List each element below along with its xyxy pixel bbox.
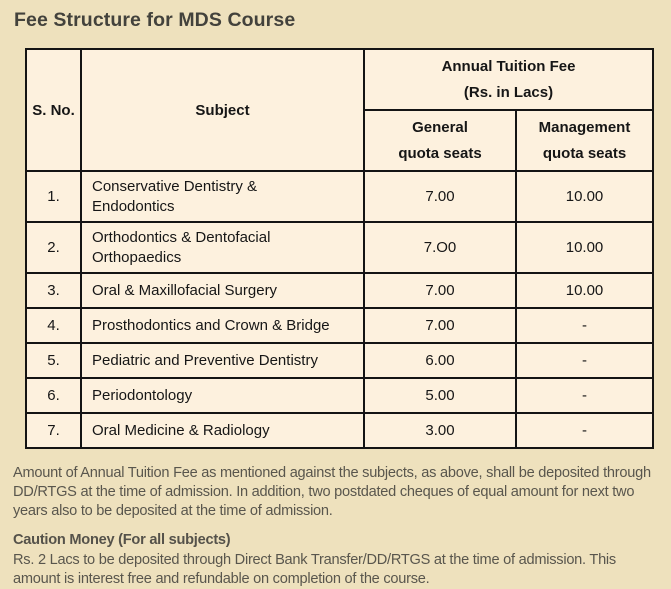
cell-sno: 6. [25,377,82,414]
cell-sno: 4. [25,307,82,344]
cell-sno: 7. [25,412,82,449]
page-title: Fee Structure for MDS Course [14,9,296,31]
caution-money-note: Rs. 2 Lacs to be deposited through Direc… [13,551,616,587]
tuition-fee-note: Amount of Annual Tuition Fee as mentione… [13,465,651,519]
fee-table-body: 1. Conservative Dentistry & Endodontics 7.… [25,170,655,449]
header-management-quota: Management quota seats [514,109,655,172]
cell-general-fee: 7.O0 [363,221,517,274]
cell-management-fee: 10.00 [514,221,655,274]
cell-sno: 5. [25,342,82,379]
cell-management-fee: - [514,307,655,344]
cell-management-fee: 10.00 [514,272,655,309]
cell-subject: Orthodontics & Dentofacial Orthopaedics [80,221,365,274]
header-row-top: S. No. Subject Annual Tuition Fee (Rs. i… [25,48,655,172]
cell-general-fee: 7.00 [363,170,517,223]
table-row: 2. Orthodontics & Dentofacial Orthopaedic… [25,221,655,274]
header-subject-label: Subject [195,101,250,119]
table-row: 5. Pediatric and Preventive Dentistry 6.00… [25,342,655,379]
table-row: 3. Oral & Maxillofacial Surgery 7.00 10.00 [25,272,655,309]
cell-subject: Prosthodontics and Crown & Bridge [80,307,365,344]
cell-subject: Conservative Dentistry & Endodontics [80,170,365,223]
header-general-line1: General [412,119,468,136]
header-general-quota: General quota seats [363,109,517,172]
header-management-line1: Management [538,119,631,136]
cell-general-fee: 5.00 [363,377,517,414]
header-fee-group: Annual Tuition Fee (Rs. in Lacs) [362,48,655,111]
cell-sno: 3. [25,272,82,309]
header-fee-group-line1: Annual Tuition Fee [441,58,576,75]
header-sno: S. No. [25,48,82,172]
header-subject: Subject [80,48,365,172]
cell-general-fee: 6.00 [363,342,517,379]
cell-sno: 2. [25,221,82,274]
cell-subject: Oral & Maxillofacial Surgery [80,272,365,309]
header-management-line2: quota seats [542,144,627,162]
caution-money-heading: Caution Money (For all subjects) [13,531,231,548]
header-sno-label: S. No. [32,101,75,119]
cell-management-fee: 10.00 [514,170,655,223]
cell-sno: 1. [25,170,82,223]
cell-general-fee: 3.00 [363,412,517,449]
header-general-line2: quota seats [398,144,482,162]
table-row: 6. Periodontology 5.00- [25,377,655,414]
fee-table-header: S. No. Subject Annual Tuition Fee (Rs. i… [25,48,655,172]
cell-management-fee: - [514,412,655,449]
fee-structure-table: S. No. Subject Annual Tuition Fee (Rs. i… [25,48,655,449]
cell-subject: Periodontology [80,377,365,414]
table-row: 4. Prosthodontics and Crown & Bridge 7.00- [25,307,655,344]
cell-general-fee: 7.00 [363,307,517,344]
cell-general-fee: 7.00 [363,272,517,309]
header-fee-group-line2: (Rs. in Lacs) [463,83,554,101]
cell-subject: Oral Medicine & Radiology [80,412,365,449]
notes-section: Amount of Annual Tuition Fee as mentione… [13,464,661,589]
cell-management-fee: - [514,342,655,379]
header-row-sub: General quota seats Management quota sea… [26,109,655,172]
table-row: 7. Oral Medicine & Radiology 3.00- [25,412,655,449]
cell-subject: Pediatric and Preventive Dentistry [80,342,365,379]
cell-management-fee: - [514,377,655,414]
table-row: 1. Conservative Dentistry & Endodontics 7.… [25,170,655,223]
